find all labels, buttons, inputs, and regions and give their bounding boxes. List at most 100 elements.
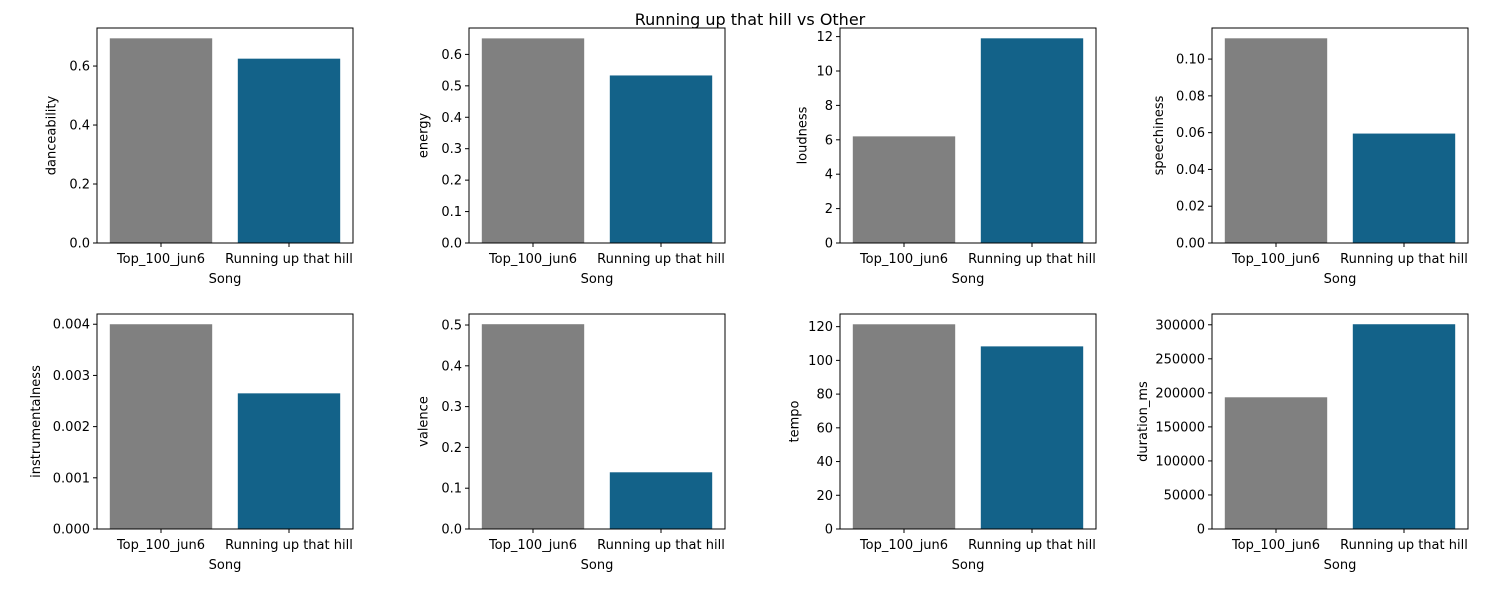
subplot-danceability: 0.0 0.2 0.4 0.6 Top_100_jun6 Running up that …: [45, 27, 354, 287]
y-tick-label: 0.02: [1176, 200, 1205, 215]
y-tick-label: 0.004: [53, 318, 90, 333]
y-axis-label: valence: [417, 396, 432, 447]
y-tick-label: 0.4: [441, 359, 462, 374]
y-axis-label: tempo: [788, 400, 803, 442]
y-tick-label: 0.2: [441, 441, 462, 456]
subplot-valence: 0.0 0.1 0.2 0.3 0.4 0.5 Top_100_jun6 Running up…: [417, 313, 726, 573]
bar: [852, 136, 956, 243]
bar: [237, 393, 341, 529]
axes-frame: [839, 27, 1097, 244]
y-tick-label: 0.1: [441, 482, 462, 497]
x-axis-label: Song: [1324, 558, 1357, 573]
x-tick-label: Top_100_jun6: [1231, 252, 1320, 267]
x-tick-label: Top_100_jun6: [488, 252, 577, 267]
x-axis-label: Song: [952, 272, 985, 287]
axes-frame: [1211, 313, 1469, 530]
figure-title: Running up that hill vs Other: [634, 10, 866, 29]
axes-frame: [96, 313, 354, 530]
bar: [237, 58, 341, 244]
y-tick-label: 150000: [1155, 420, 1205, 435]
y-tick-label: 0.0: [441, 523, 462, 538]
y-tick-label: 8: [825, 99, 833, 114]
y-axis-label: duration_ms: [1136, 381, 1151, 462]
y-axis-label: loudness: [795, 106, 810, 164]
bar: [481, 324, 585, 529]
subplot-tempo: 0 20 40 60 80 100 120 Top_100_jun6 Running up th…: [788, 313, 1097, 573]
x-axis-label: Song: [1324, 272, 1357, 287]
y-tick-label: 0.10: [1176, 53, 1205, 68]
y-tick-label: 6: [825, 133, 833, 148]
bar: [1352, 324, 1456, 529]
y-axis-label: instrumentalness: [29, 365, 44, 478]
y-tick-label: 120: [808, 320, 833, 335]
y-tick-label: 0.6: [441, 48, 462, 63]
x-axis-label: Song: [209, 558, 242, 573]
bar: [1352, 133, 1456, 243]
axes-frame: [468, 313, 726, 530]
x-tick-label: Running up that hill: [1340, 538, 1468, 553]
x-tick-label: Running up that hill: [225, 538, 353, 553]
y-tick-label: 0.4: [441, 111, 462, 126]
y-tick-label: 10: [816, 65, 833, 80]
bar: [481, 38, 585, 244]
y-tick-label: 250000: [1155, 352, 1205, 367]
y-tick-label: 0: [825, 237, 833, 252]
y-tick-label: 20: [816, 489, 833, 504]
y-tick-label: 60: [816, 421, 833, 436]
y-tick-label: 300000: [1155, 318, 1205, 333]
axes-frame: [839, 313, 1097, 530]
y-tick-label: 0.4: [69, 119, 90, 134]
y-tick-label: 0.002: [53, 420, 90, 435]
x-tick-label: Top_100_jun6: [1231, 538, 1320, 553]
x-tick-label: Running up that hill: [597, 252, 725, 267]
x-tick-label: Running up that hill: [225, 252, 353, 267]
bar: [109, 38, 213, 244]
y-tick-label: 0.06: [1176, 126, 1205, 141]
y-tick-label: 0.3: [441, 400, 462, 415]
y-tick-label: 0: [1197, 523, 1205, 538]
subplot-energy: 0.0 0.1 0.2 0.3 0.4 0.5 0.6 Top_100_jun6 Running…: [417, 27, 726, 287]
axes-frame: [468, 27, 726, 244]
x-tick-label: Running up that hill: [1340, 252, 1468, 267]
x-tick-label: Top_100_jun6: [488, 538, 577, 553]
x-tick-label: Top_100_jun6: [116, 252, 205, 267]
y-tick-label: 0.003: [53, 369, 90, 384]
y-tick-label: 80: [816, 388, 833, 403]
y-tick-label: 40: [816, 455, 833, 470]
x-axis-label: Song: [581, 558, 614, 573]
y-tick-label: 0.04: [1176, 163, 1205, 178]
x-axis-label: Song: [952, 558, 985, 573]
y-tick-label: 12: [816, 30, 833, 45]
y-tick-label: 0.5: [441, 319, 462, 334]
bar: [1224, 38, 1328, 243]
axes-frame: [1211, 27, 1469, 244]
bar: [609, 472, 713, 529]
y-tick-label: 0.08: [1176, 89, 1205, 104]
y-axis-label: speechiness: [1152, 95, 1167, 175]
subplot-instrumentalness: 0.000 0.001 0.002 0.003 0.004 Top_100_jun6 Run…: [29, 313, 354, 573]
y-axis-label: energy: [417, 113, 432, 159]
y-tick-label: 0.000: [53, 523, 90, 538]
bar: [980, 346, 1084, 529]
x-axis-label: Song: [581, 272, 614, 287]
y-tick-label: 2: [825, 202, 833, 217]
y-tick-label: 0.0: [69, 237, 90, 252]
y-tick-label: 0.1: [441, 205, 462, 220]
subplot-speechiness: 0.00 0.02 0.04 0.06 0.08 0.10 Top_100_jun6 Runn…: [1152, 27, 1469, 287]
y-tick-label: 4: [825, 168, 833, 183]
bar: [109, 324, 213, 529]
x-tick-label: Top_100_jun6: [859, 538, 948, 553]
x-tick-label: Top_100_jun6: [859, 252, 948, 267]
x-tick-label: Top_100_jun6: [116, 538, 205, 553]
y-tick-label: 0.00: [1176, 237, 1205, 252]
bar: [980, 38, 1084, 243]
y-axis-label: danceability: [45, 95, 60, 175]
y-tick-label: 0.5: [441, 79, 462, 94]
bar: [609, 75, 713, 244]
x-tick-label: Running up that hill: [597, 538, 725, 553]
y-tick-label: 0.001: [53, 471, 90, 486]
y-tick-label: 100000: [1155, 454, 1205, 469]
y-tick-label: 0.3: [441, 142, 462, 157]
